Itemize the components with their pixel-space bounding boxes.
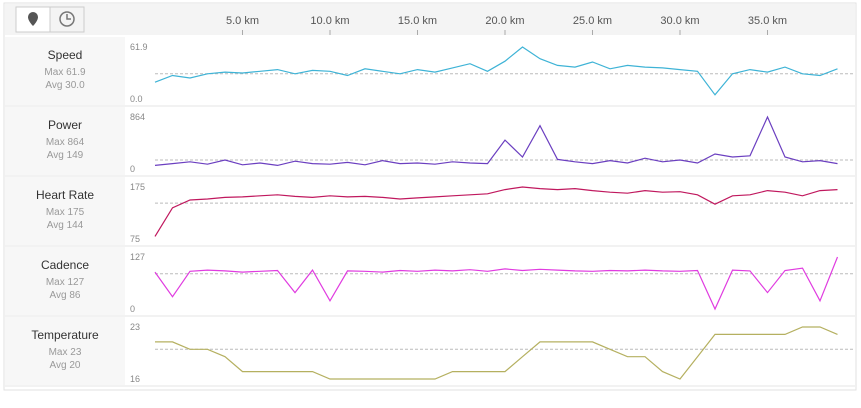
panel-title: Cadence [41, 258, 89, 272]
label-panel [5, 177, 125, 245]
panel-stat: Max 61.9 [44, 67, 86, 78]
panel-stat: Avg 149 [47, 150, 84, 161]
panel-stat: Avg 30.0 [45, 80, 85, 91]
y-tick-label: 16 [130, 374, 140, 384]
x-tick-label: 30.0 km [660, 15, 699, 27]
x-tick-label: 10.0 km [310, 15, 349, 27]
pin-icon [28, 12, 38, 26]
panel-title: Temperature [31, 328, 99, 342]
series-line [154, 186, 838, 237]
header [5, 4, 855, 35]
series-line [154, 256, 839, 311]
panel-stat: Max 864 [46, 137, 85, 148]
x-tick-label: 20.0 km [485, 15, 524, 27]
panel-title: Power [48, 118, 82, 132]
y-tick-label: 127 [130, 252, 145, 262]
x-tick-label: 35.0 km [748, 15, 787, 27]
series-line [154, 46, 838, 96]
panel-stat: Avg 144 [47, 220, 84, 231]
x-tick-label: 5.0 km [226, 15, 259, 27]
panel-stat: Max 175 [46, 207, 85, 218]
panel-stat: Max 23 [49, 347, 82, 358]
clock-icon [59, 11, 75, 27]
series-line [155, 326, 838, 380]
y-tick-label: 75 [130, 234, 140, 244]
y-tick-label: 61.9 [130, 42, 148, 52]
y-tick-label: 0.0 [130, 94, 143, 104]
label-panel [5, 317, 125, 385]
y-tick-label: 0 [130, 164, 135, 174]
label-panel [5, 37, 125, 105]
panel-stat: Avg 86 [50, 290, 81, 301]
frame [3, 2, 857, 391]
panel-title: Heart Rate [36, 188, 94, 202]
y-tick-label: 864 [130, 112, 145, 122]
y-tick-label: 175 [130, 182, 145, 192]
x-tick-label: 25.0 km [573, 15, 612, 27]
panel-title: Speed [48, 48, 83, 62]
x-tick-label: 15.0 km [398, 15, 437, 27]
y-tick-label: 23 [130, 322, 140, 332]
panel-stat: Max 127 [46, 277, 85, 288]
clock-hands [66, 14, 71, 20]
panel-stat: Avg 20 [50, 360, 81, 371]
label-panel [5, 107, 125, 175]
label-panel [5, 247, 125, 315]
y-tick-label: 0 [130, 304, 135, 314]
series-line [154, 115, 838, 167]
